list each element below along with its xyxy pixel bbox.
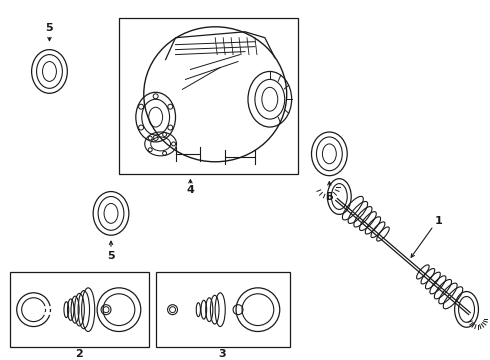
Text: 2: 2 xyxy=(75,349,83,359)
Text: 4: 4 xyxy=(187,185,195,194)
Text: 5: 5 xyxy=(325,192,333,202)
Text: 3: 3 xyxy=(219,349,226,359)
Text: 1: 1 xyxy=(435,216,442,226)
Bar xyxy=(119,18,297,174)
Bar xyxy=(156,272,290,347)
Text: 5: 5 xyxy=(107,251,115,261)
Bar xyxy=(10,272,149,347)
Text: 5: 5 xyxy=(46,23,53,33)
